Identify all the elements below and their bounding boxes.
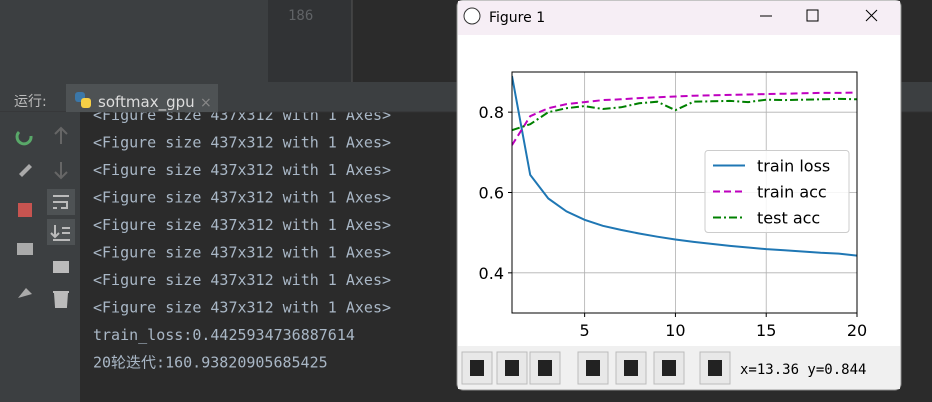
toolbar-buttons	[461, 351, 731, 385]
title-bar	[458, 1, 900, 35]
tool-glyph	[505, 360, 519, 376]
legend-box	[704, 150, 850, 233]
console-line: <Figure size 437x312 with 1 Axes>	[93, 134, 391, 152]
tool-glyph	[538, 360, 552, 376]
console-line: <Figure size 437x312 with 1 Axes>	[93, 216, 391, 234]
console: <Figure size 437x312 with 1 Axes> <Figure…	[93, 106, 391, 372]
console-line: train_loss:0.4425934736887614	[93, 326, 355, 344]
series-line	[512, 97, 857, 132]
settings-icon[interactable]	[19, 164, 32, 177]
x-tick-label: 5	[580, 321, 590, 340]
wrap-icon	[53, 195, 69, 209]
tool-glyph	[586, 360, 600, 376]
tool-glyph	[624, 360, 638, 376]
legend-label: train acc	[757, 183, 827, 202]
project-pane	[0, 0, 268, 82]
layout-icon[interactable]	[17, 243, 33, 255]
tab-close[interactable]: ×	[200, 95, 212, 111]
print-icon[interactable]	[53, 261, 69, 273]
tool-glyph	[708, 360, 722, 376]
run-tab[interactable]	[66, 84, 218, 112]
y-tick-label: 0.6	[479, 184, 504, 203]
run-tab-title: softmax_gpu	[98, 93, 195, 112]
series-line	[512, 75, 857, 257]
gutter	[268, 0, 352, 82]
down-icon[interactable]	[54, 162, 68, 180]
x-tick-label: 10	[665, 321, 685, 340]
cursor-status: x=13.36 y=0.844	[740, 362, 866, 378]
run-toolbar	[8, 112, 44, 402]
up-icon[interactable]	[54, 126, 68, 144]
maximize-button[interactable]	[806, 9, 819, 22]
window-icon	[463, 7, 481, 25]
legend: train loss train acc test acc	[704, 150, 850, 233]
tool-glyph	[662, 360, 676, 376]
scroll-end-button[interactable]	[47, 219, 75, 245]
console-line: <Figure size 437x312 with 1 Axes>	[93, 244, 391, 262]
console-toolbar	[44, 112, 80, 402]
console-line: <Figure size 437x312 with 1 Axes>	[93, 161, 391, 179]
window-title: Figure 1	[489, 10, 545, 26]
python-icon	[75, 92, 91, 108]
run-label: 运行:	[14, 94, 47, 110]
stop-icon[interactable]	[18, 203, 32, 217]
scroll-end-icon	[50, 225, 70, 241]
x-tick-label: 20	[847, 321, 867, 340]
side-strip	[0, 112, 8, 402]
legend-label: train loss	[757, 157, 830, 176]
rerun-icon[interactable]	[15, 130, 33, 146]
tool-glyph	[470, 360, 484, 376]
pin-icon[interactable]	[18, 288, 32, 298]
line-number: 186	[288, 8, 313, 24]
y-tick-label: 0.4	[479, 264, 504, 283]
axes-frame	[511, 71, 858, 314]
console-line: <Figure size 437x312 with 1 Axes>	[93, 189, 391, 207]
y-tick-label: 0.8	[479, 103, 504, 122]
series-line	[512, 91, 857, 146]
plot: 5 10 15 20 0.4 0.6 0.8 train loss train acc test …	[479, 71, 867, 340]
series-group	[512, 75, 857, 257]
console-line: <Figure size 437x312 with 1 Axes>	[93, 271, 391, 289]
console-line: 20轮迭代:160.93820905685425	[93, 354, 328, 372]
x-tick-label: 15	[756, 321, 776, 340]
delete-icon[interactable]	[53, 291, 69, 308]
close-button[interactable]	[865, 9, 878, 22]
legend-label: test acc	[757, 209, 820, 228]
console-line: <Figure size 437x312 with 1 Axes>	[93, 299, 391, 317]
